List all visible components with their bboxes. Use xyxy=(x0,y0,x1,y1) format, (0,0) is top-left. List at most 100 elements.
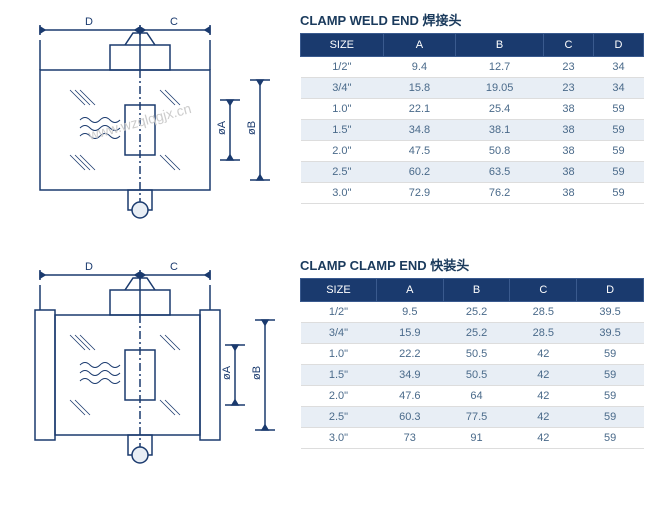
cell: 39.5 xyxy=(577,302,644,323)
cell: 2.5" xyxy=(301,407,377,428)
table-row: 2.0"47.550.83859 xyxy=(301,141,644,162)
cell: 2.0" xyxy=(301,386,377,407)
cell: 59 xyxy=(593,183,643,204)
cell: 59 xyxy=(593,99,643,120)
cell: 3.0" xyxy=(301,183,384,204)
cell: 34 xyxy=(593,78,643,99)
col-header: B xyxy=(443,279,510,302)
table-row: 2.0"47.6644259 xyxy=(301,386,644,407)
table-row: 3.0"72.976.23859 xyxy=(301,183,644,204)
col-header: C xyxy=(543,34,593,57)
table2-title: CLAMP CLAMP END 快装头 xyxy=(300,255,644,274)
cell: 25.4 xyxy=(456,99,544,120)
cell: 9.5 xyxy=(376,302,443,323)
cell: 19.05 xyxy=(456,78,544,99)
weld-end-diagram: D C øA øB www.wzqlqgjx.cn xyxy=(10,10,290,240)
col-header: SIZE xyxy=(301,279,377,302)
cell: 72.9 xyxy=(383,183,456,204)
cell: 50.5 xyxy=(443,344,510,365)
table-row: 1.5"34.838.13859 xyxy=(301,120,644,141)
col-header: D xyxy=(577,279,644,302)
cell: 60.3 xyxy=(376,407,443,428)
cell: 42 xyxy=(510,428,577,449)
cell: 42 xyxy=(510,386,577,407)
cell: 38.1 xyxy=(456,120,544,141)
cell: 2.0" xyxy=(301,141,384,162)
cell: 34 xyxy=(593,57,643,78)
cell: 50.5 xyxy=(443,365,510,386)
table-row: 3/4"15.819.052334 xyxy=(301,78,644,99)
cell: 59 xyxy=(577,428,644,449)
cell: 22.1 xyxy=(383,99,456,120)
cell: 38 xyxy=(543,162,593,183)
cell: 15.8 xyxy=(383,78,456,99)
cell: 59 xyxy=(593,141,643,162)
cell: 59 xyxy=(577,365,644,386)
cell: 23 xyxy=(543,57,593,78)
cell: 3/4" xyxy=(301,78,384,99)
table-row: 1/2"9.412.72334 xyxy=(301,57,644,78)
cell: 91 xyxy=(443,428,510,449)
cell: 64 xyxy=(443,386,510,407)
cell: 38 xyxy=(543,183,593,204)
cell: 73 xyxy=(376,428,443,449)
cell: 22.2 xyxy=(376,344,443,365)
cell: 59 xyxy=(577,386,644,407)
cell: 1.5" xyxy=(301,120,384,141)
cell: 1.0" xyxy=(301,99,384,120)
dim-d: D xyxy=(85,261,93,273)
cell: 23 xyxy=(543,78,593,99)
table-row: 3.0"73914259 xyxy=(301,428,644,449)
table-row: 1.0"22.250.54259 xyxy=(301,344,644,365)
table-row: 1.0"22.125.43859 xyxy=(301,99,644,120)
col-header: D xyxy=(593,34,643,57)
table-row: 3/4"15.925.228.539.5 xyxy=(301,323,644,344)
col-header: C xyxy=(510,279,577,302)
table-row: 2.5"60.263.53859 xyxy=(301,162,644,183)
cell: 28.5 xyxy=(510,323,577,344)
cell: 1/2" xyxy=(301,57,384,78)
cell: 25.2 xyxy=(443,323,510,344)
cell: 25.2 xyxy=(443,302,510,323)
table1-title: CLAMP WELD END 焊接头 xyxy=(300,10,644,29)
cell: 50.8 xyxy=(456,141,544,162)
clamp-end-diagram: D C øA øB xyxy=(10,255,290,485)
weld-end-table: SIZEABCD 1/2"9.412.723343/4"15.819.05233… xyxy=(300,33,644,204)
cell: 3.0" xyxy=(301,428,377,449)
col-header: SIZE xyxy=(301,34,384,57)
cell: 38 xyxy=(543,120,593,141)
cell: 59 xyxy=(593,162,643,183)
cell: 9.4 xyxy=(383,57,456,78)
col-header: A xyxy=(383,34,456,57)
dim-ob: øB xyxy=(251,366,263,380)
cell: 2.5" xyxy=(301,162,384,183)
dim-ob: øB xyxy=(246,121,258,135)
cell: 1.5" xyxy=(301,365,377,386)
dim-d: D xyxy=(85,16,93,28)
cell: 34.9 xyxy=(376,365,443,386)
cell: 42 xyxy=(510,365,577,386)
cell: 60.2 xyxy=(383,162,456,183)
cell: 59 xyxy=(593,120,643,141)
col-header: A xyxy=(376,279,443,302)
dim-oa: øA xyxy=(221,365,233,380)
cell: 3/4" xyxy=(301,323,377,344)
cell: 34.8 xyxy=(383,120,456,141)
cell: 38 xyxy=(543,99,593,120)
cell: 59 xyxy=(577,407,644,428)
cell: 47.5 xyxy=(383,141,456,162)
cell: 12.7 xyxy=(456,57,544,78)
clamp-end-table: SIZEABCD 1/2"9.525.228.539.53/4"15.925.2… xyxy=(300,278,644,449)
cell: 42 xyxy=(510,344,577,365)
cell: 77.5 xyxy=(443,407,510,428)
dim-c: C xyxy=(170,16,178,28)
cell: 63.5 xyxy=(456,162,544,183)
cell: 59 xyxy=(577,344,644,365)
table-row: 2.5"60.377.54259 xyxy=(301,407,644,428)
cell: 28.5 xyxy=(510,302,577,323)
cell: 76.2 xyxy=(456,183,544,204)
col-header: B xyxy=(456,34,544,57)
cell: 39.5 xyxy=(577,323,644,344)
dim-c: C xyxy=(170,261,178,273)
table-row: 1.5"34.950.54259 xyxy=(301,365,644,386)
